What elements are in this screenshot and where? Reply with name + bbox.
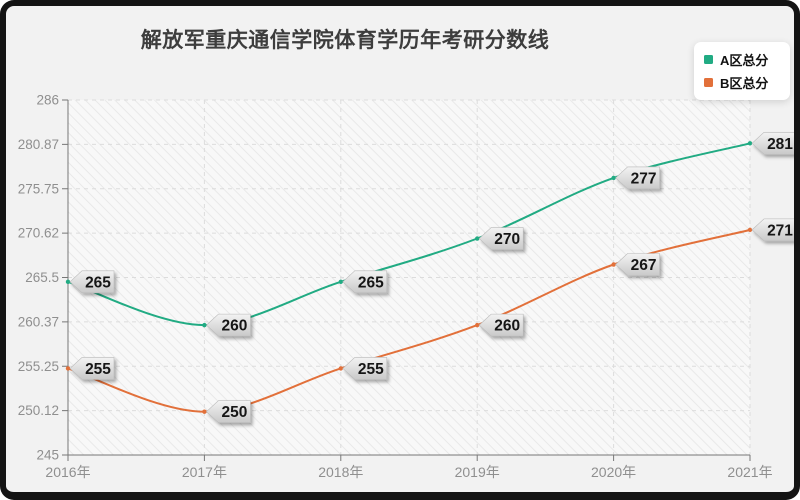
data-point (475, 236, 480, 241)
y-axis-label: 245 (36, 448, 59, 463)
point-label-text: 255 (85, 361, 111, 378)
point-label-text: 250 (221, 404, 247, 421)
data-point (611, 262, 616, 267)
plot-area: 245 250.12 255.25 260.37 265.5 270.62 275.75 28… (18, 93, 794, 480)
y-axis-label: 280.87 (18, 137, 59, 152)
point-label-text: 265 (358, 274, 384, 291)
x-axis-label: 2019年 (455, 464, 500, 480)
point-label-tag: 255 (342, 357, 388, 380)
x-axis-label: 2020年 (591, 464, 636, 480)
data-point (747, 227, 753, 233)
point-label-text: 281 (767, 136, 793, 153)
y-axis-label: 255.25 (18, 359, 59, 374)
point-label-text: 277 (631, 170, 657, 187)
y-axis-label: 265.5 (25, 270, 59, 285)
series-a-swatch-icon (704, 55, 713, 64)
legend-label-series-a: A区总分 (720, 53, 769, 68)
y-axis-label: 270.62 (18, 226, 59, 241)
legend-item-series-a[interactable]: A区总分 (704, 50, 780, 69)
x-axis-label: 2016年 (45, 464, 90, 480)
point-label-text: 267 (631, 257, 657, 274)
legend-label-series-b: B区总分 (720, 76, 769, 91)
data-point (65, 366, 71, 371)
point-label-text: 265 (85, 274, 111, 291)
data-point (475, 322, 480, 328)
point-label-text: 270 (494, 231, 520, 248)
chart-title: 解放军重庆通信学院体育学历年考研分数线 (140, 29, 550, 52)
point-label-tag: 260 (478, 313, 524, 337)
series-b-swatch-icon (704, 78, 713, 87)
point-label-tag: 271 (751, 218, 794, 242)
legend: A区总分 B区总分 (694, 42, 790, 100)
point-label-tag: 267 (615, 253, 660, 276)
data-point (338, 279, 343, 285)
point-label-text: 271 (767, 222, 793, 239)
data-point (202, 409, 207, 414)
data-point (65, 279, 71, 285)
data-point (338, 366, 343, 371)
data-point (202, 322, 207, 328)
point-label-tag: 260 (205, 313, 251, 337)
y-axis-label: 275.75 (18, 181, 59, 196)
point-label-tag: 255 (69, 357, 115, 380)
data-point (747, 141, 753, 146)
x-axis-label: 2021年 (727, 464, 772, 480)
point-label-tag: 281 (751, 131, 794, 155)
point-label-tag: 277 (615, 166, 660, 190)
point-label-text: 260 (221, 318, 247, 335)
y-axis-label: 250.12 (18, 403, 59, 418)
point-label-tag: 265 (69, 270, 115, 294)
x-axis-label: 2018年 (318, 464, 363, 480)
y-axis-label: 260.37 (18, 314, 59, 329)
data-point (611, 175, 616, 181)
point-label-tag: 250 (205, 400, 251, 424)
point-label-text: 255 (358, 361, 384, 378)
y-axis-label: 286 (36, 93, 59, 108)
point-label-tag: 265 (342, 270, 388, 294)
x-axis-label: 2017年 (182, 464, 227, 480)
point-label-text: 260 (494, 318, 520, 335)
point-label-tag: 270 (478, 227, 524, 250)
legend-item-series-b[interactable]: B区总分 (704, 73, 780, 92)
